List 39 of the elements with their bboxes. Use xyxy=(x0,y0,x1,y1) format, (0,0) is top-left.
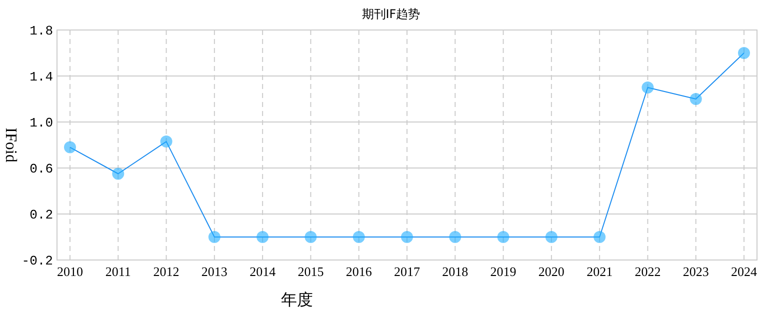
point xyxy=(304,231,317,243)
y-tick-label: 0.6 xyxy=(30,162,53,177)
x-tick-label: 2016 xyxy=(346,264,372,279)
x-tick-label: 2022 xyxy=(634,264,661,279)
point xyxy=(594,231,606,243)
y-tick-label: -0.2 xyxy=(22,254,53,269)
x-tick-label: 2013 xyxy=(201,264,228,279)
x-tick-label: 2012 xyxy=(153,264,180,279)
chart-title: 期刊IF趋势 xyxy=(362,7,420,21)
point xyxy=(256,231,269,243)
point xyxy=(160,136,172,148)
point xyxy=(690,93,702,105)
y-tick-label: 1.4 xyxy=(30,70,54,85)
x-tick-label: 2014 xyxy=(250,264,276,279)
point xyxy=(545,231,558,243)
x-tick-label: 2019 xyxy=(490,264,516,279)
x-tick-label: 2021 xyxy=(586,264,613,279)
point xyxy=(642,82,654,94)
x-tick-label: 2017 xyxy=(394,264,420,279)
point xyxy=(208,231,220,243)
x-tick-label: 2011 xyxy=(105,264,131,279)
y-tick-label: 1.8 xyxy=(30,24,53,39)
x-tick-label: 2010 xyxy=(57,264,83,279)
x-tick-label: 2020 xyxy=(538,264,564,279)
point xyxy=(738,47,750,59)
x-tick-label: 2015 xyxy=(298,264,324,279)
y-axis-title: IFoid xyxy=(2,128,19,162)
point xyxy=(112,168,124,180)
x-axis-title: 年度 xyxy=(281,290,313,309)
x-tick-label: 2018 xyxy=(442,264,468,279)
y-tick-label: 0.2 xyxy=(30,208,53,223)
point xyxy=(497,231,510,243)
point xyxy=(64,141,76,154)
point xyxy=(352,231,365,243)
point xyxy=(449,231,462,243)
x-tick-label: 2024 xyxy=(731,264,758,279)
y-tick-label: 1.0 xyxy=(30,116,53,131)
point xyxy=(401,231,413,243)
x-tick-label: 2023 xyxy=(682,264,709,279)
